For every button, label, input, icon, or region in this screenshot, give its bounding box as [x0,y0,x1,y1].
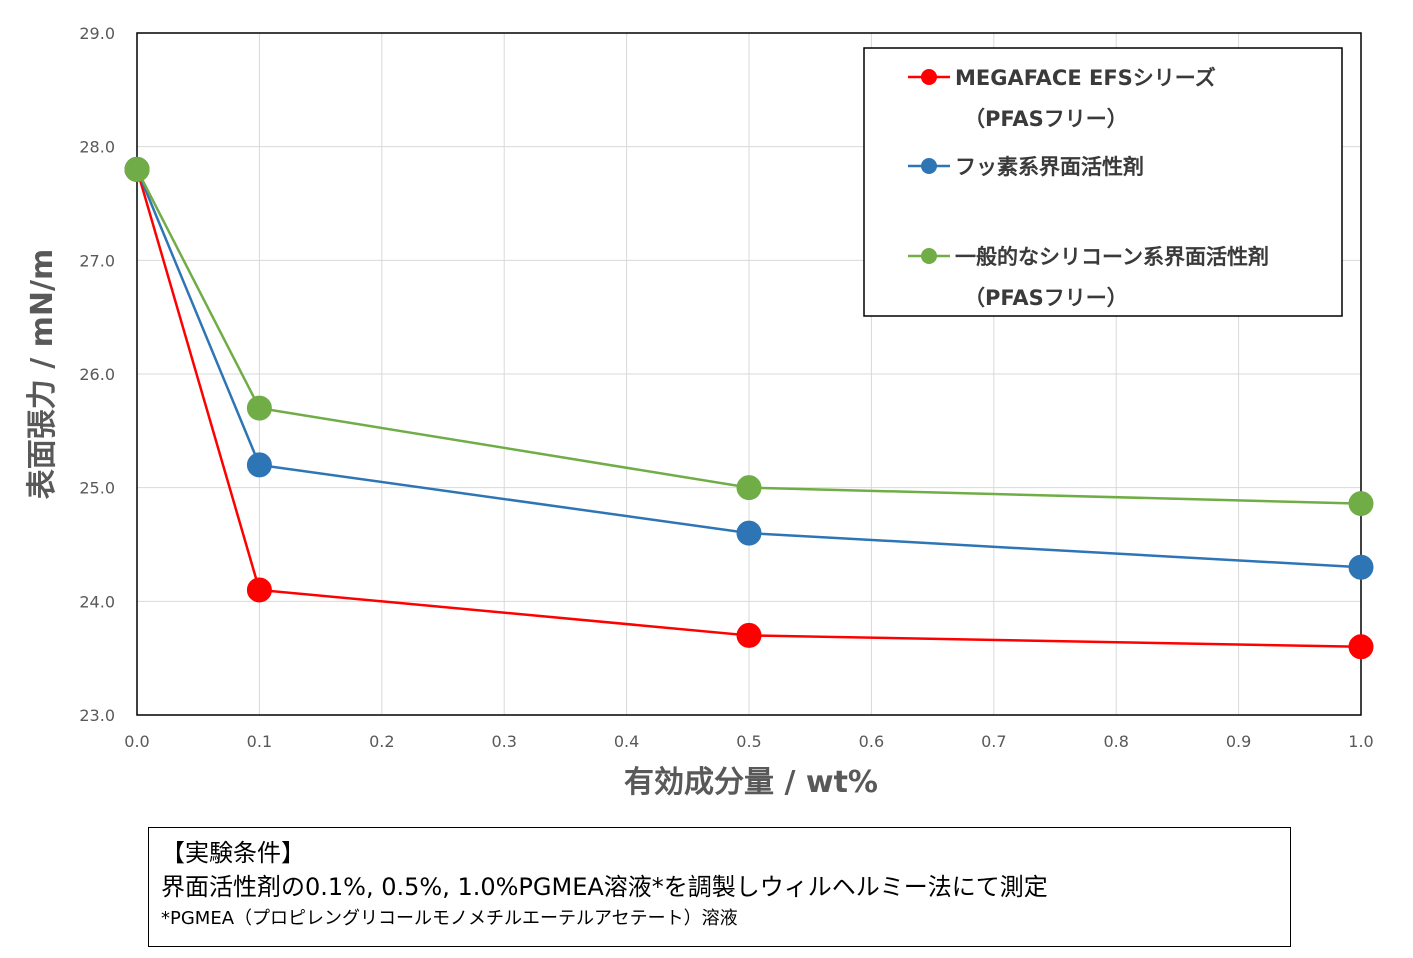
data-point [246,452,272,478]
y-axis-ticks: 23.0 24.0 25.0 26.0 27.0 28.0 29.0 [79,24,115,725]
legend-swatch-marker [921,248,937,264]
data-point [1348,554,1374,580]
conditions-title: 【実験条件】 [161,839,305,867]
y-tick-label: 25.0 [79,479,115,498]
y-tick-label: 24.0 [79,592,115,611]
conditions-description: 界面活性剤の0.1%, 0.5%, 1.0%PGMEA溶液*を調製しウィルヘルミ… [161,873,1048,901]
x-tick-label: 0.0 [124,732,149,751]
series-line [135,168,1362,569]
data-point [736,520,762,546]
legend-box [863,47,1343,317]
series-line [135,169,1362,649]
y-tick-label: 28.0 [79,138,115,157]
y-tick-label: 27.0 [79,251,115,270]
series-3 [124,156,1374,517]
plot-frame [136,32,1362,716]
data-point [124,156,150,182]
legend-swatch-marker [921,158,937,174]
x-tick-label: 0.2 [369,732,394,751]
data-point [246,395,272,421]
data-point [736,622,762,648]
y-tick-label: 29.0 [79,24,115,43]
y-tick-label: 23.0 [79,706,115,725]
x-tick-label: 0.1 [247,732,272,751]
data-point [246,577,272,603]
x-tick-label: 0.7 [981,732,1006,751]
legend-label: フッ素系界面活性剤 [955,155,1144,179]
x-axis-ticks: 0.0 0.1 0.2 0.3 0.4 0.5 0.6 0.7 0.8 0.9 1.0 [124,732,1373,751]
x-tick-label: 0.5 [736,732,761,751]
conditions-footnote: *PGMEA（プロピレングリコールモノメチルエーテルアセテート）溶液 [161,908,738,929]
legend: MEGAFACE EFSシリーズ （PFASフリー） フッ素系界面活性剤一般的なシリ… [863,47,1343,317]
data-point [736,475,762,501]
x-tick-label: 0.3 [491,732,516,751]
legend-label: （PFASフリー） [964,286,1128,310]
series-group [124,156,1374,660]
y-axis-title: 表面張力 / mN/m [25,249,60,499]
x-tick-label: 0.6 [859,732,884,751]
x-tick-label: 0.9 [1226,732,1251,751]
data-point [1348,634,1374,660]
legend-swatch-marker [921,69,937,85]
legend-label: 一般的なシリコーン系界面活性剤 [955,245,1269,269]
y-tick-label: 26.0 [79,365,115,384]
legend-label: （PFASフリー） [964,107,1128,131]
x-axis-title: 有効成分量 / wt% [624,765,878,800]
x-tick-label: 0.8 [1103,732,1128,751]
chart: 23.024.025.026.027.028.029.0 0.0 0.1 0.2 0.… [25,24,1374,800]
legend-label: MEGAFACE EFSシリーズ [955,66,1216,90]
data-point [1348,491,1374,517]
x-tick-label: 0.4 [614,732,639,751]
experiment-conditions-box: 【実験条件】 界面活性剤の0.1%, 0.5%, 1.0%PGMEA溶液*を調製… [148,827,1291,947]
series-line [135,168,1362,505]
x-tick-label: 1.0 [1348,732,1373,751]
